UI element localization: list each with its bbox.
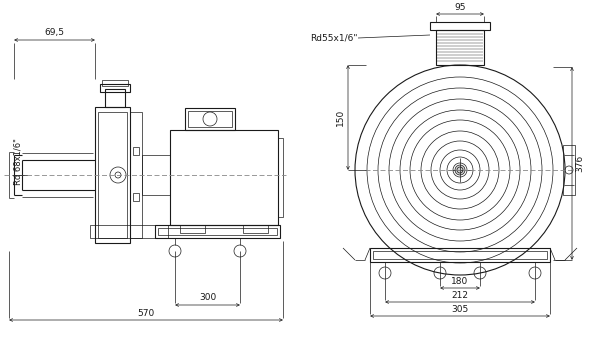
Bar — [373, 251, 547, 259]
Circle shape — [455, 165, 465, 175]
Bar — [278, 138, 283, 217]
Bar — [185, 108, 235, 130]
Text: 212: 212 — [452, 291, 469, 299]
Text: 300: 300 — [199, 293, 216, 303]
Bar — [102, 80, 128, 86]
Bar — [95, 107, 130, 243]
Bar — [180, 225, 205, 233]
Bar — [100, 84, 130, 92]
Text: 180: 180 — [451, 276, 469, 285]
Text: 376: 376 — [575, 155, 584, 172]
Bar — [243, 225, 268, 233]
Text: 570: 570 — [137, 308, 155, 318]
Bar — [170, 130, 278, 225]
Text: 69,5: 69,5 — [44, 29, 65, 38]
Bar — [133, 147, 139, 155]
Bar — [158, 228, 277, 235]
Bar — [98, 112, 127, 238]
Bar — [436, 30, 484, 65]
Bar — [142, 155, 170, 195]
Bar — [133, 193, 139, 201]
Bar — [188, 111, 232, 127]
Bar — [430, 22, 490, 30]
Bar — [105, 89, 125, 107]
Text: Rd 68x1/6": Rd 68x1/6" — [13, 138, 23, 185]
Text: 150: 150 — [335, 109, 344, 126]
Text: 95: 95 — [454, 2, 466, 11]
Bar — [370, 248, 550, 262]
Text: Rd55x1/6": Rd55x1/6" — [311, 34, 358, 42]
Bar — [563, 145, 575, 195]
Bar — [130, 112, 142, 238]
Bar — [90, 225, 168, 238]
Text: 305: 305 — [451, 304, 469, 314]
Bar — [155, 225, 280, 238]
